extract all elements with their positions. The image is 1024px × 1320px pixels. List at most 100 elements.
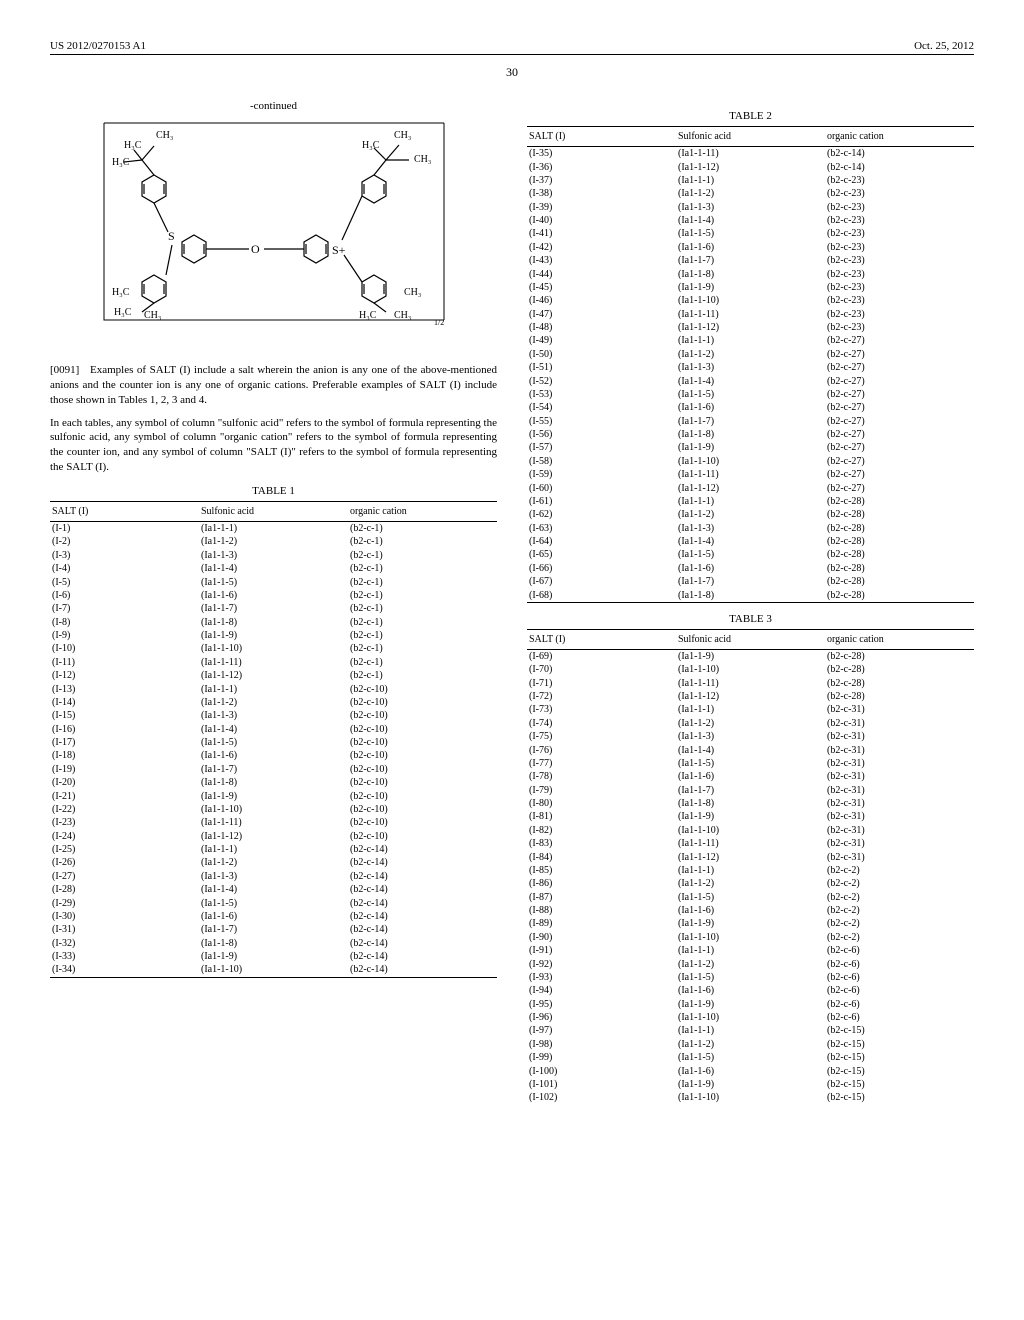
- table-row: (I-91)(Ia1-1-1)(b2-c-6): [527, 944, 974, 957]
- table-cell: (Ia1-1-4): [199, 883, 348, 896]
- table-cell: (Ia1-1-12): [676, 321, 825, 334]
- table-cell: (I-84): [527, 850, 676, 863]
- table-cell: (I-78): [527, 770, 676, 783]
- svg-text:O: O: [251, 242, 260, 256]
- table-cell: (b2-c-1): [348, 642, 497, 655]
- table-row: (I-43)(Ia1-1-7)(b2-c-23): [527, 254, 974, 267]
- table-cell: (Ia1-1-5): [676, 1051, 825, 1064]
- table-row: (I-5)(Ia1-1-5)(b2-c-1): [50, 575, 497, 588]
- table-cell: (Ia1-1-7): [676, 254, 825, 267]
- table-row: (I-99)(Ia1-1-5)(b2-c-15): [527, 1051, 974, 1064]
- chemical-structure: S H₃C CH₃ H₃C: [50, 120, 497, 343]
- table-cell: (b2-c-10): [348, 803, 497, 816]
- table-header-salt: SALT (I): [527, 127, 676, 147]
- table-cell: (I-95): [527, 998, 676, 1011]
- table-cell: (b2-c-23): [825, 321, 974, 334]
- table-cell: (b2-c-27): [825, 374, 974, 387]
- table-cell: (b2-c-23): [825, 241, 974, 254]
- table-header-acid: Sulfonic acid: [199, 501, 348, 521]
- table-cell: (I-94): [527, 984, 676, 997]
- table-cell: (Ia1-1-3): [676, 522, 825, 535]
- table-row: (I-20)(Ia1-1-8)(b2-c-10): [50, 776, 497, 789]
- table-cell: (b2-c-28): [825, 522, 974, 535]
- table-header-cation: organic cation: [348, 501, 497, 521]
- table-cell: (Ia1-1-7): [676, 415, 825, 428]
- table-cell: (b2-c-10): [348, 709, 497, 722]
- table-cell: (Ia1-1-12): [676, 850, 825, 863]
- table-cell: (I-30): [50, 910, 199, 923]
- table-cell: (b2-c-31): [825, 743, 974, 756]
- table-cell: (Ia1-1-2): [676, 717, 825, 730]
- table-cell: (Ia1-1-12): [676, 160, 825, 173]
- table-cell: (Ia1-1-8): [676, 267, 825, 280]
- svg-text:H₃C: H₃C: [112, 157, 130, 168]
- table-row: (I-23)(Ia1-1-11)(b2-c-10): [50, 816, 497, 829]
- paragraph-note: In each tables, any symbol of column "su…: [50, 416, 497, 475]
- table-cell: (Ia1-1-10): [199, 642, 348, 655]
- table-row: (I-83)(Ia1-1-11)(b2-c-31): [527, 837, 974, 850]
- table-cell: (b2-c-10): [348, 696, 497, 709]
- table-cell: (b2-c-31): [825, 837, 974, 850]
- table-cell: (Ia1-1-11): [199, 656, 348, 669]
- table-cell: (b2-c-1): [348, 629, 497, 642]
- table-row: (I-56)(Ia1-1-8)(b2-c-27): [527, 428, 974, 441]
- table-cell: (I-29): [50, 896, 199, 909]
- table-cell: (b2-c-31): [825, 824, 974, 837]
- table-cell: (Ia1-1-8): [199, 616, 348, 629]
- table-cell: (Ia1-1-6): [676, 904, 825, 917]
- table-header-salt: SALT (I): [527, 629, 676, 649]
- table-cell: (I-99): [527, 1051, 676, 1064]
- table-cell: (b2-c-10): [348, 682, 497, 695]
- table-cell: (I-41): [527, 227, 676, 240]
- table-row: (I-52)(Ia1-1-4)(b2-c-27): [527, 374, 974, 387]
- table-row: (I-100)(Ia1-1-6)(b2-c-15): [527, 1064, 974, 1077]
- svg-text:H₃C: H₃C: [359, 310, 377, 321]
- two-column-content: -continued S: [50, 100, 974, 1105]
- table-row: (I-70)(Ia1-1-10)(b2-c-28): [527, 663, 974, 676]
- table-row: (I-82)(Ia1-1-10)(b2-c-31): [527, 824, 974, 837]
- table-cell: (Ia1-1-2): [199, 856, 348, 869]
- table-cell: (Ia1-1-2): [676, 348, 825, 361]
- table-cell: (b2-c-31): [825, 703, 974, 716]
- table-row: (I-32)(Ia1-1-8)(b2-c-14): [50, 937, 497, 950]
- table-cell: (I-68): [527, 588, 676, 602]
- table-cell: (Ia1-1-6): [676, 562, 825, 575]
- table-cell: (Ia1-1-9): [676, 810, 825, 823]
- table-cell: (Ia1-1-1): [676, 944, 825, 957]
- table-cell: (b2-c-2): [825, 891, 974, 904]
- table-row: (I-33)(Ia1-1-9)(b2-c-14): [50, 950, 497, 963]
- table-cell: (I-62): [527, 508, 676, 521]
- table-cell: (Ia1-1-5): [676, 971, 825, 984]
- table-cell: (Ia1-1-10): [199, 803, 348, 816]
- table-cell: (Ia1-1-6): [676, 241, 825, 254]
- table-cell: (b2-c-6): [825, 998, 974, 1011]
- table-row: (I-51)(Ia1-1-3)(b2-c-27): [527, 361, 974, 374]
- table-cell: (b2-c-28): [825, 649, 974, 663]
- table-row: (I-89)(Ia1-1-9)(b2-c-2): [527, 917, 974, 930]
- table-cell: (Ia1-1-7): [199, 602, 348, 615]
- table-cell: (Ia1-1-8): [199, 776, 348, 789]
- table-cell: (Ia1-1-11): [676, 308, 825, 321]
- table-cell: (I-28): [50, 883, 199, 896]
- table-cell: (Ia1-1-4): [199, 723, 348, 736]
- table-cell: (b2-c-23): [825, 281, 974, 294]
- table-cell: (I-10): [50, 642, 199, 655]
- molecule-diagram: S H₃C CH₃ H₃C: [94, 120, 454, 340]
- table-cell: (I-16): [50, 723, 199, 736]
- table-cell: (b2-c-1): [348, 602, 497, 615]
- table-cell: (b2-c-23): [825, 267, 974, 280]
- table-1-body: (I-1)(Ia1-1-1)(b2-c-1)(I-2)(Ia1-1-2)(b2-…: [50, 521, 497, 977]
- table-cell: (I-54): [527, 401, 676, 414]
- table-row: (I-79)(Ia1-1-7)(b2-c-31): [527, 784, 974, 797]
- table-cell: (b2-c-15): [825, 1024, 974, 1037]
- table-cell: (I-64): [527, 535, 676, 548]
- table-cell: (Ia1-1-12): [199, 830, 348, 843]
- table-cell: (I-26): [50, 856, 199, 869]
- table-cell: (Ia1-1-7): [199, 923, 348, 936]
- table-cell: (b2-c-23): [825, 227, 974, 240]
- table-3-body: (I-69)(Ia1-1-9)(b2-c-28)(I-70)(Ia1-1-10)…: [527, 649, 974, 1104]
- table-cell: (I-82): [527, 824, 676, 837]
- table-cell: (b2-c-1): [348, 656, 497, 669]
- table-cell: (I-39): [527, 201, 676, 214]
- table-cell: (Ia1-1-9): [676, 441, 825, 454]
